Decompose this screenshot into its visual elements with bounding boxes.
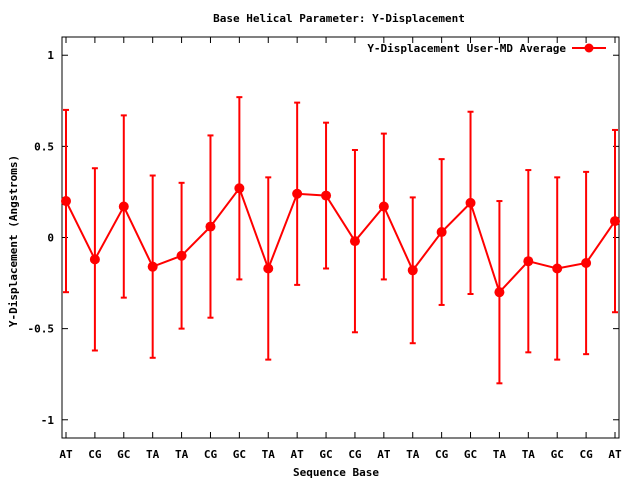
y-tick-label: -0.5 [28,323,55,336]
x-tick-label: CG [348,448,362,461]
x-tick-label: CG [579,448,593,461]
data-point [263,263,274,274]
y-axis-label: Y-Displacement (Angstroms) [7,155,20,327]
x-tick-label: TA [262,448,276,461]
x-tick-label: CG [435,448,449,461]
data-point [205,221,216,232]
series-line [65,186,616,295]
x-tick-label: GC [233,448,246,461]
data-point [552,263,563,274]
data-point [321,190,332,201]
data-point [407,265,418,276]
data-point [378,201,389,212]
data-point [523,256,534,267]
chart-title: Base Helical Parameter: Y-Displacement [213,12,465,25]
x-tick-label: AT [377,448,391,461]
y-tick-label: 1 [47,49,54,62]
series-group [61,96,620,385]
data-point [436,227,447,238]
x-tick-label: AT [59,448,73,461]
x-tick-label: TA [406,448,420,461]
y-tick-label: 0.5 [34,140,54,153]
x-tick-label: TA [522,448,536,461]
x-axis-label: Sequence Base [293,466,379,479]
x-tick-label: CG [204,448,218,461]
x-tick-label: AT [291,448,305,461]
x-tick-label: TA [493,448,507,461]
data-point [147,261,158,272]
x-tick-label: TA [175,448,189,461]
y-tick-label: 0 [47,232,54,245]
data-point [349,236,360,247]
y-axis-ticks: 1 0.5 0 -0.5 -1 [28,49,619,427]
x-axis-ticks: AT CG GC TA TA CG GC TA AT GC CG AT TA CG GC TA TA GC CG AT [59,37,622,461]
x-tick-label: GC [464,448,477,461]
data-point [61,196,71,207]
x-tick-label: CG [88,448,102,461]
x-tick-label: GC [117,448,130,461]
data-point [234,183,245,194]
data-point [89,254,100,265]
legend-marker-swatch [584,43,594,53]
data-point [465,197,476,208]
plot-frame [61,36,620,439]
y-tick-label: -1 [41,414,55,427]
series-layer [61,96,620,385]
x-tick-label: GC [319,448,332,461]
legend: Y-Displacement User-MD Average [367,42,606,55]
data-point [118,201,129,212]
data-point [176,250,187,261]
data-point [494,287,505,298]
data-point [581,258,592,269]
legend-entry-label: Y-Displacement User-MD Average [367,42,566,55]
data-point [610,216,620,227]
data-point [292,188,303,199]
x-tick-label: TA [146,448,160,461]
x-tick-label: GC [551,448,564,461]
x-tick-label: AT [608,448,622,461]
